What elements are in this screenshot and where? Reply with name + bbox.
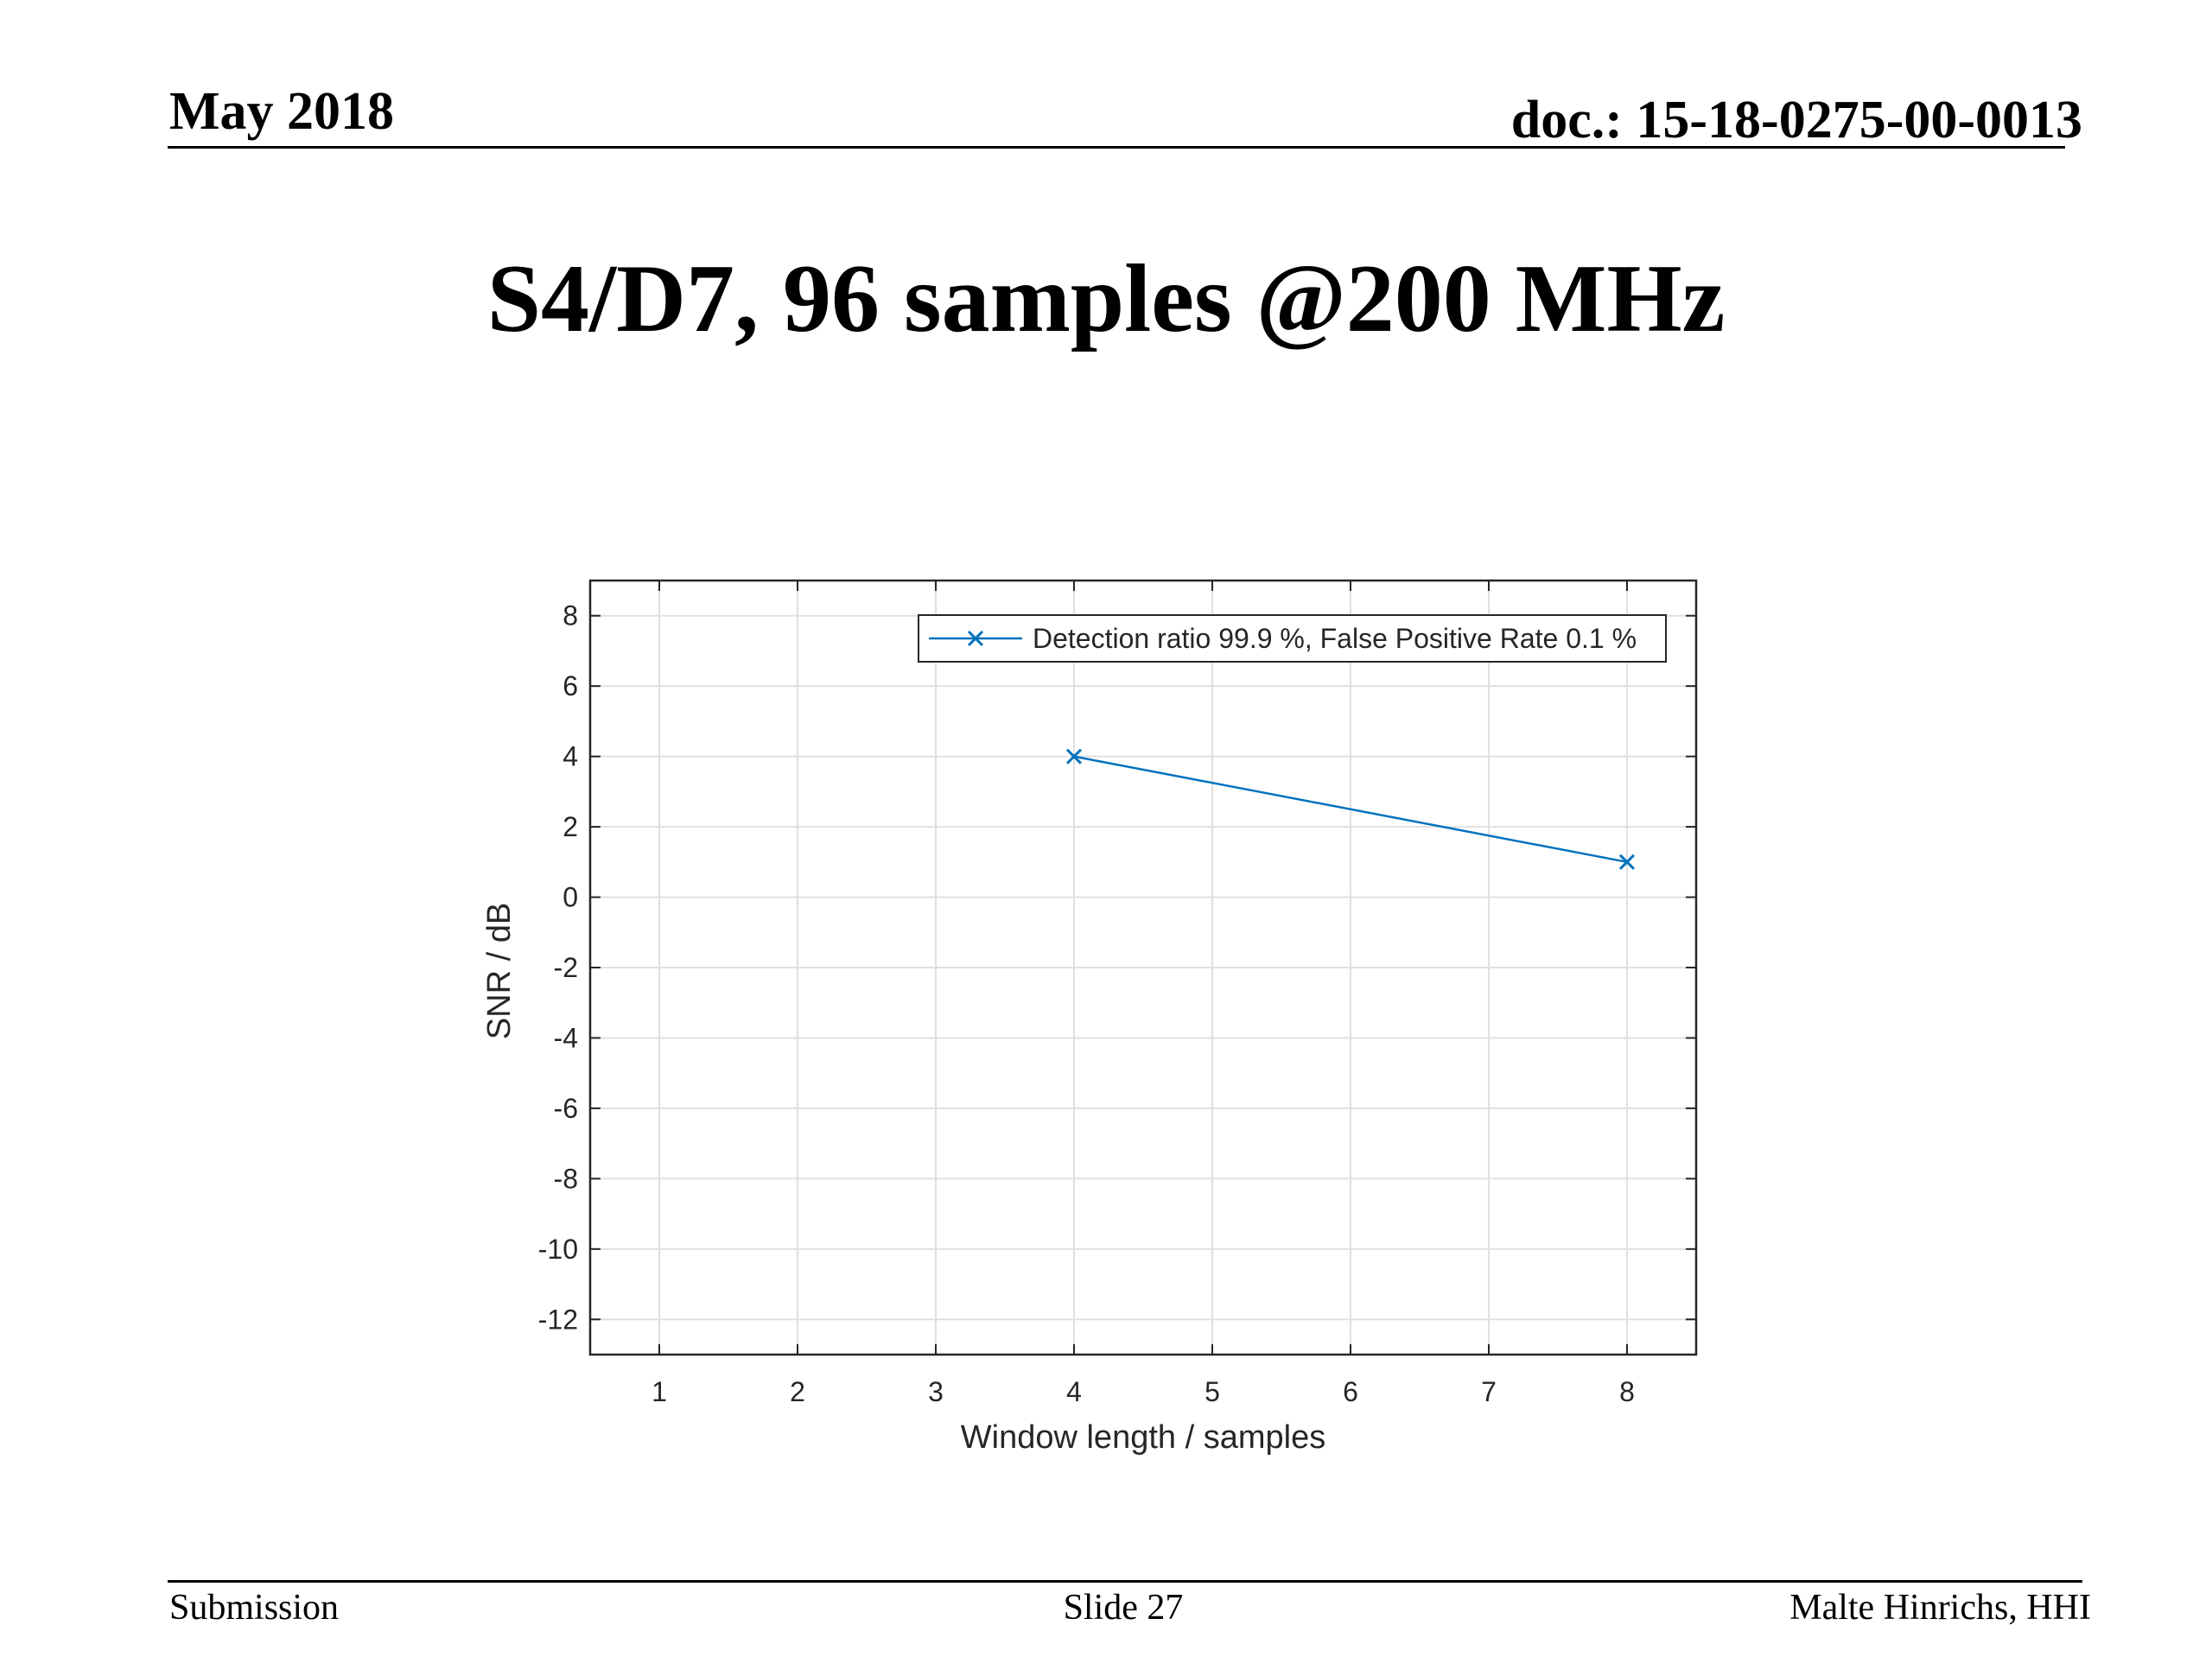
footer-slide-number: Slide 27 [1063, 1588, 1184, 1628]
footer-author: Malte Hinrichs, HHI [1789, 1588, 2091, 1628]
x-tick-label: 2 [790, 1376, 805, 1407]
y-tick-label: 4 [563, 741, 578, 772]
x-tick-label: 3 [928, 1376, 944, 1407]
y-axis-label: SNR / dB [481, 903, 518, 1039]
y-tick-label: -2 [554, 952, 578, 983]
axes-box [588, 579, 1698, 1356]
y-tick-label: 2 [563, 811, 578, 842]
footer-divider [168, 1580, 2082, 1583]
x-axis-label: Window length / samples [961, 1419, 1325, 1456]
y-tick-label: -12 [538, 1304, 578, 1335]
x-tick-label: 1 [652, 1376, 667, 1407]
y-tick-label: -10 [538, 1234, 578, 1265]
marker-stroke [1065, 748, 1083, 765]
header-date: May 2018 [169, 82, 395, 141]
header-divider [168, 146, 2065, 149]
x-tick-label: 8 [1619, 1376, 1635, 1407]
marker-stroke [1618, 854, 1636, 870]
x-tick-label: 5 [1205, 1376, 1220, 1407]
header-doc-id: doc.: 15-18-0275-00-0013 [1510, 91, 2082, 149]
data-point-x-marker [1618, 854, 1636, 870]
x-tick-label: 7 [1481, 1376, 1497, 1407]
footer-submission: Submission [169, 1588, 340, 1628]
y-tick-label: 0 [563, 882, 578, 913]
legend-entry: Detection ratio 99.9 %, False Positive R… [1033, 623, 1637, 654]
y-tick-label: -6 [554, 1093, 578, 1124]
y-tick-label: 6 [563, 670, 578, 701]
series-line-0 [1073, 755, 1628, 864]
slide-title: S4/D7, 96 samples @200 MHz [486, 245, 1726, 352]
x-tick-label: 4 [1066, 1376, 1082, 1407]
x-tick-label: 6 [1343, 1376, 1358, 1407]
legend-marker-stroke [967, 630, 984, 647]
y-tick-label: 8 [563, 600, 578, 632]
data-point-x-marker [1065, 748, 1083, 765]
y-tick-label: -8 [554, 1163, 578, 1194]
legend-box [918, 614, 1667, 663]
y-tick-label: -4 [554, 1022, 578, 1053]
